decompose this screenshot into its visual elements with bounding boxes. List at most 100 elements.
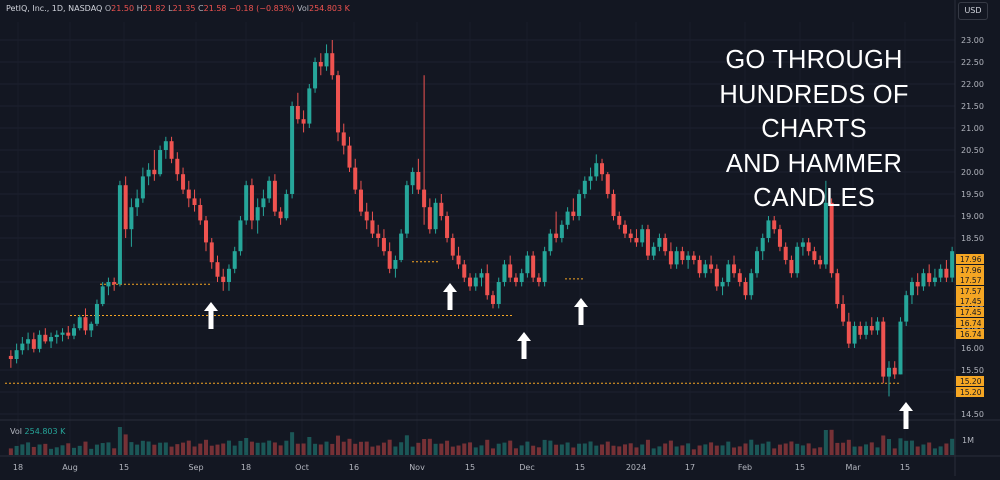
price-tag [956,387,984,397]
volume-bar [921,444,926,455]
up-arrow-icon [899,402,913,429]
volume-bar [640,444,645,455]
volume-bar [795,443,800,455]
volume-bar [823,430,828,455]
candle-body [341,132,346,146]
time-axis-label: Aug [62,463,78,472]
candle-body [376,233,381,238]
candle-body [519,273,524,282]
candle-body [146,169,151,177]
volume-bar [668,440,673,455]
candle-body [795,246,800,274]
candle-body [927,273,932,282]
candle-body [290,106,295,194]
candle-body [921,273,926,287]
candle-body [123,185,128,230]
candle-body [26,339,31,344]
volume-bar [892,448,897,455]
volume-bar [554,444,559,455]
volume-bar [123,434,128,455]
volume-bar [800,445,805,455]
up-arrow-shape [517,332,531,359]
volume-bar [146,441,151,455]
candle-body [336,75,341,133]
candle-body [542,251,547,282]
volume-bar [445,440,450,455]
candle-body [760,238,765,252]
candle-body [582,180,587,194]
volume-bar [295,443,300,455]
volume-bar [577,443,582,455]
volume-bar [818,447,823,455]
time-axis-label: 15 [465,463,475,472]
volume-bar [307,437,312,455]
price-tag [956,275,984,285]
volume-bar [473,447,478,455]
candle-body [812,251,817,260]
candle-body [496,282,501,304]
candle-body [307,88,312,124]
candle-body [663,238,668,252]
up-arrow-icon [204,302,218,329]
volume-bar [204,439,209,455]
price-axis-label: 22.50 [961,58,984,67]
candle-body [204,220,209,243]
candle-body [238,220,243,252]
candle-body [892,367,897,375]
candle-body [152,169,157,175]
candle-body [169,141,174,159]
candle-body [950,251,955,278]
candle-body [680,251,685,260]
volume-bar [410,446,415,455]
candle-body [473,277,478,287]
volume-bar [513,448,518,455]
candle-body [117,185,122,285]
vol-value: 254.803 K [309,4,350,13]
candle-body [886,367,892,377]
time-axis-label: Oct [295,463,309,472]
candle-body [864,326,869,335]
price-tag-label: 17.45 [960,297,982,306]
volume-bar [186,440,191,455]
volume-bar [20,444,25,455]
candle-body [244,185,249,221]
volume-bar [904,440,909,455]
price-axis-label: 14.50 [961,410,984,419]
volume-bar [249,441,254,455]
volume-bar [737,446,742,455]
candle-body [777,229,782,247]
volume-bar [215,444,220,455]
candle-body [66,332,71,336]
volume-bar [313,443,318,455]
volume-bar [496,443,501,455]
candle-body [720,282,725,287]
candle-body [60,332,65,335]
volume-bar [353,443,358,455]
price-tag [956,296,984,306]
candle-body [186,189,191,199]
candle-body [703,264,708,274]
volume-bar [898,438,903,455]
time-axis-label: 15 [795,463,805,472]
volume-bar [915,446,920,455]
up-arrow-shape [204,302,218,329]
candle-body [77,317,82,329]
volume-bar [117,427,122,455]
candle-body [330,53,335,76]
volume-bar [611,445,616,455]
volume-bar [841,442,846,455]
currency-button[interactable]: USD [958,2,988,20]
volume-bar [324,441,329,455]
candle-body [588,176,593,181]
candle-body [94,304,99,324]
candle-body [370,220,375,234]
candle-body [393,260,398,269]
symbol-name[interactable]: PetIQ, Inc., 1D, NASDAQ [6,4,103,13]
candle-body [387,251,392,269]
candle-body [697,260,702,274]
volume-bar [71,447,77,455]
candle-body [743,282,748,296]
candle-body [8,355,13,359]
